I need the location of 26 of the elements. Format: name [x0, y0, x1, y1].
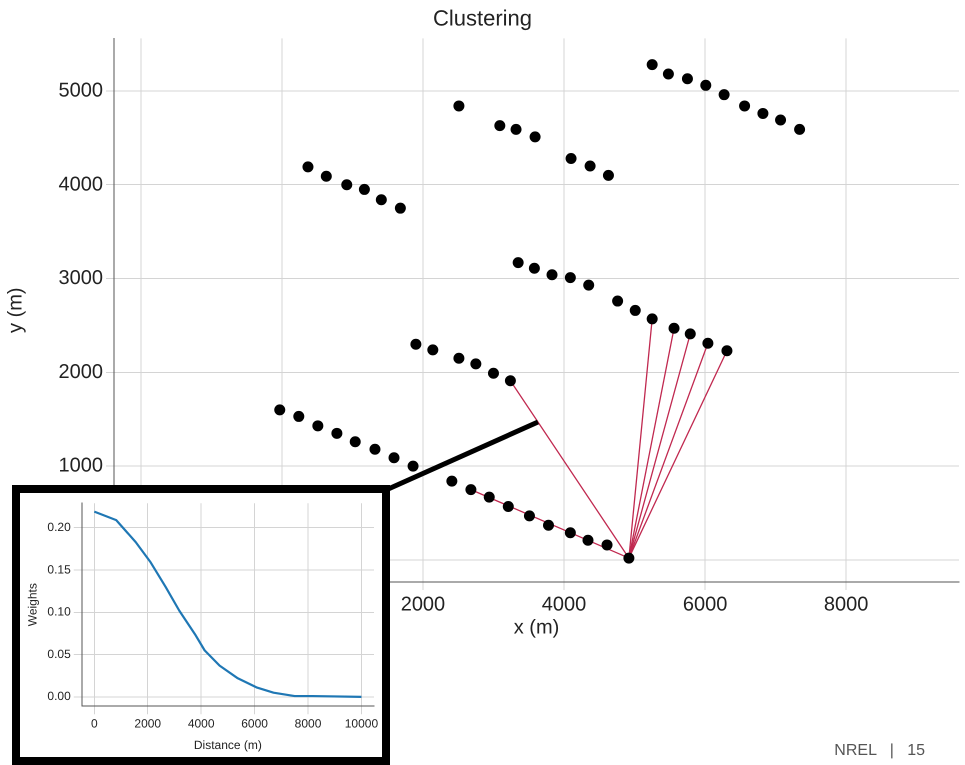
y-tick-label: 2000	[58, 360, 103, 383]
chart-title: Clustering	[432, 5, 532, 30]
y-tick-label: 1000	[58, 454, 103, 477]
y-axis-title: Weights	[26, 583, 40, 626]
x-tick-label: 10000	[344, 716, 378, 731]
y-tick-label: 0.05	[47, 646, 72, 661]
x-tick-label: 8000	[824, 594, 868, 616]
x-tick-label: 6000	[682, 594, 728, 616]
y-tick-label: 0.00	[47, 689, 72, 704]
x-tick-label: 0	[90, 716, 98, 731]
y-tick-label: 0.10	[47, 604, 72, 619]
x-axis-title: x (m)	[514, 616, 560, 639]
x-tick-label: 4000	[188, 716, 215, 731]
y-tick-label: 0.15	[47, 562, 72, 576]
x-tick-label: 8000	[294, 716, 322, 731]
text: NREL | 15	[834, 742, 926, 759]
y-tick-label: 5000	[58, 79, 103, 102]
y-axis-title: y (m)	[4, 287, 27, 333]
x-tick-label: 6000	[241, 716, 268, 731]
x-tick-label: 2000	[400, 594, 446, 616]
y-tick-label: 3000	[58, 267, 103, 290]
y-tick-label: 4000	[58, 173, 103, 196]
x-tick-label: 2000	[134, 716, 162, 731]
x-tick-label: 4000	[542, 594, 586, 616]
y-tick-label: 0.20	[47, 520, 72, 534]
x-axis-title: Distance (m)	[194, 738, 262, 752]
